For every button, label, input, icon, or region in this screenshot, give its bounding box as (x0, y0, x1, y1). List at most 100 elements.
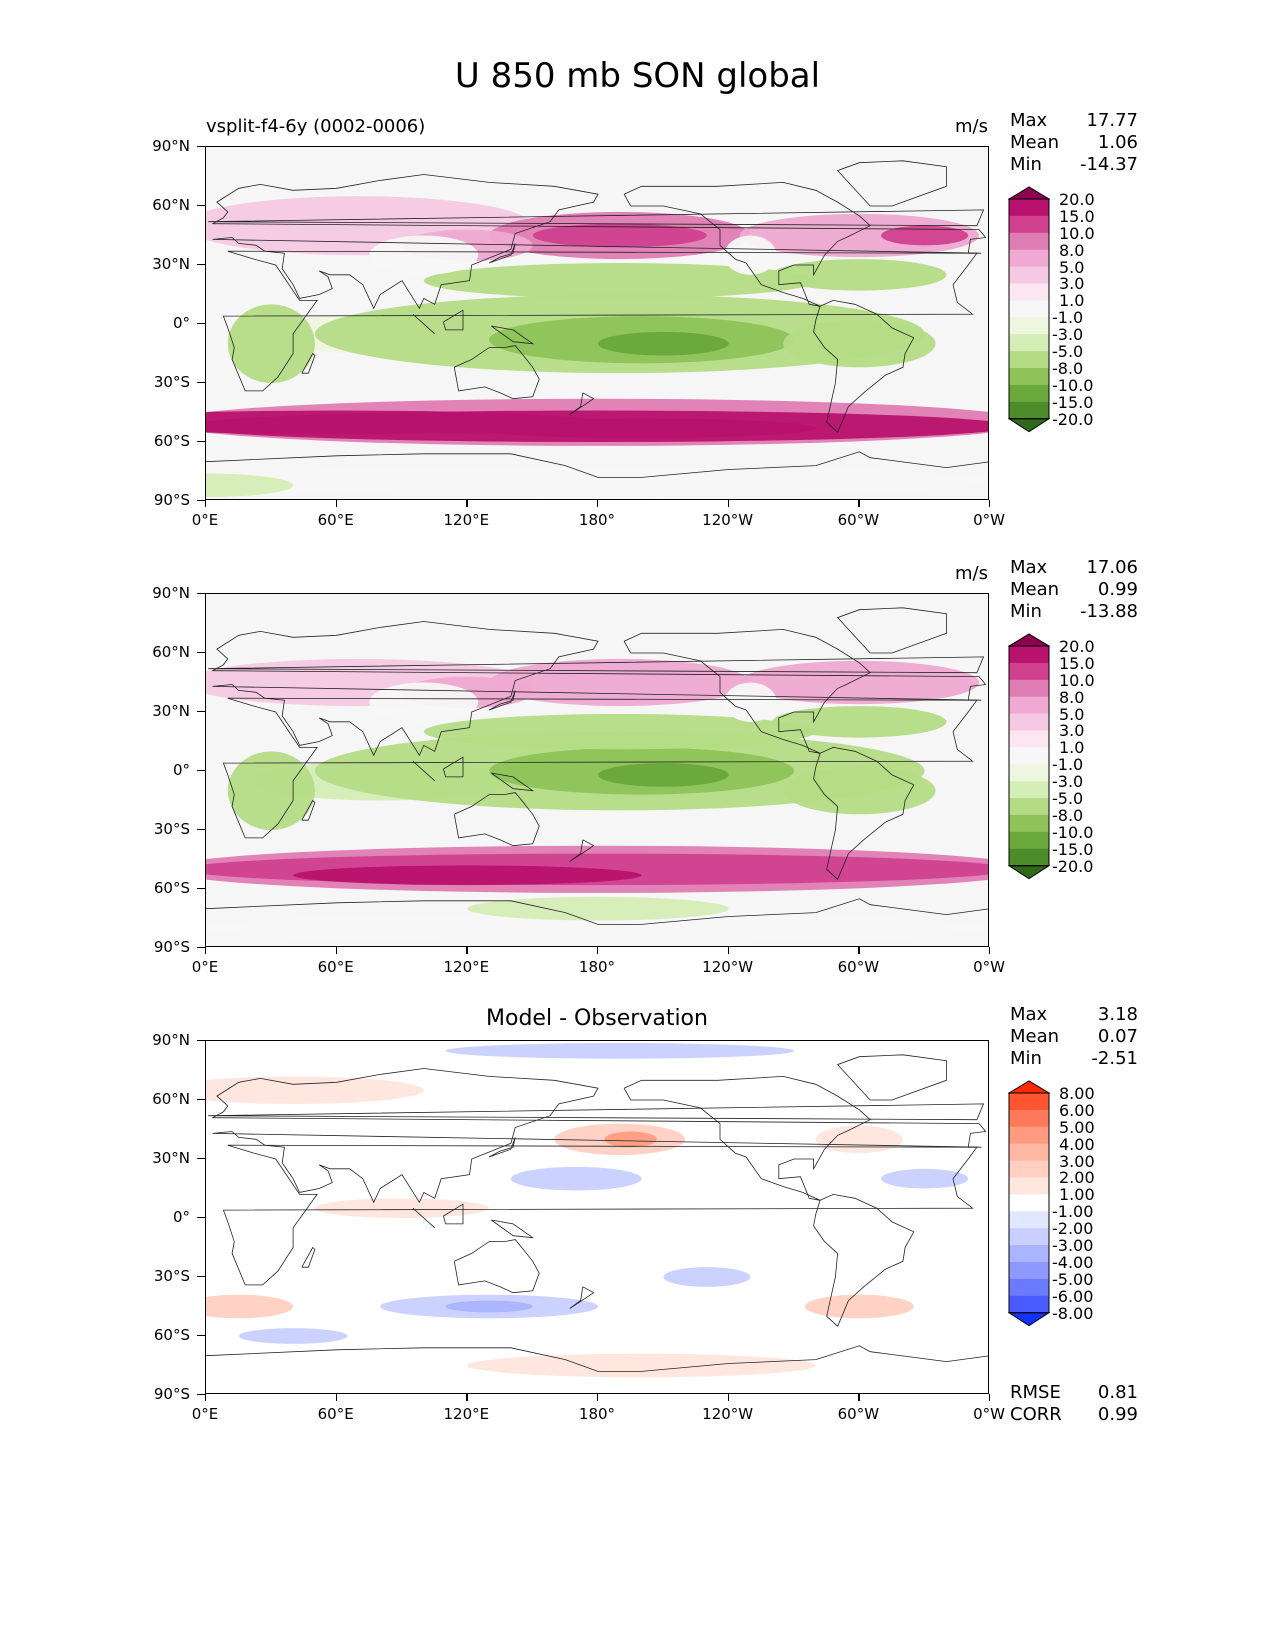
panel-3-lon-tick-1: 60°E (317, 1405, 354, 1423)
panel-3-lat-tick-0: 90°N (152, 1031, 190, 1049)
panel-1-lat-tickmark-6 (197, 500, 205, 502)
panel-3-map (205, 1040, 989, 1394)
panel-1-stats: Max 17.77 Mean 1.06 Min -14.37 (1010, 110, 1138, 176)
panel-3-lon-tickmark-2 (466, 1394, 468, 1401)
panel-3-lat-tickmark-2 (197, 1158, 205, 1160)
panel-1-lon-tick-3: 180° (578, 511, 616, 529)
panel-3-cbar-seg-10 (1009, 1245, 1049, 1263)
panel-1-lon-tick-6: 0°W (973, 511, 1005, 529)
panel-2-coast-6 (206, 898, 988, 925)
panel-3-cbar-seg-5 (1009, 1160, 1049, 1178)
panel-1-cbar-seg-13 (1009, 401, 1049, 420)
panel-2-lon-tickmark-4 (727, 947, 730, 954)
panel-1-coast-11 (488, 243, 516, 264)
panel-2-coast-2 (453, 792, 540, 847)
panel-1-stat-max-label: Max (1010, 110, 1048, 131)
panel-1-cbar-seg-12 (1009, 384, 1049, 403)
panel-3-contour-14 (445, 1042, 794, 1059)
panel-1-contour-17 (423, 263, 816, 299)
panel-3-stat-max-value: 3.18 (1097, 1004, 1138, 1025)
panel-3-contour-13 (467, 1353, 816, 1378)
panel-3-coast-4 (813, 1193, 915, 1327)
panel-3-cbar-label-8: -2.00 (1052, 1219, 1094, 1239)
panel-1-lon-tick-0: 0°E (191, 511, 219, 529)
panel-1-coast-3 (623, 181, 871, 307)
panel-2-cbar-seg-10 (1009, 798, 1049, 816)
figure-title: U 850 mb SON global (454, 56, 821, 96)
panel-2-lat-tickmark-2 (197, 711, 205, 713)
panel-1-contour-16 (772, 259, 947, 291)
panel-1-cbar-seg-9 (1009, 334, 1049, 352)
panel-1-stat-min-label: Min (1010, 154, 1042, 175)
panel-3-cbar-seg-1 (1009, 1093, 1049, 1111)
panel-1-cbar-seg-4 (1009, 249, 1049, 268)
panel-3-lat-tickmark-4 (197, 1276, 205, 1278)
panel-3-cbar-seg-13 (1009, 1295, 1049, 1314)
panel-1-cbar-seg-10 (1009, 351, 1049, 369)
panel-2-lon-tickmark-2 (466, 947, 468, 954)
panel-1-cbar-seg-8 (1009, 317, 1049, 335)
panel-2-coast-4 (813, 746, 915, 880)
panel-1-cbar-label-8: -3.0 (1052, 325, 1084, 345)
panel-2-cbar-seg-13 (1009, 848, 1049, 867)
panel-2-cbar-seg-8 (1009, 764, 1049, 782)
panel-3-lat-tickmark-0 (197, 1040, 205, 1042)
panel-1-lon-tickmark-1 (335, 500, 338, 507)
panel-2-contour-11 (227, 751, 315, 830)
panel-2-cbar-seg-2 (1009, 662, 1049, 681)
panel-2-colorbar-svg (1007, 633, 1051, 880)
panel-3-lat-tick-3: 0° (172, 1208, 190, 1226)
panel-3-extra-stats: RMSE 0.81 CORR 0.99 (1010, 1382, 1138, 1426)
panel-3-lon-tick-0: 0°E (191, 1405, 219, 1423)
panel-2-contour-18 (467, 896, 729, 921)
panel-1-lon-tick-1: 60°E (317, 511, 354, 529)
panel-3-stat-corr-value: 0.99 (1097, 1404, 1138, 1425)
panel-1-lon-tickmark-6 (989, 500, 991, 507)
panel-1-coast-13 (208, 209, 985, 227)
panel-1-lat-tickmark-2 (197, 264, 205, 266)
panel-2-cbar-seg-7 (1009, 747, 1049, 765)
panel-3-contour-10 (881, 1168, 969, 1189)
panel-2-lat-tick-4: 30°S (153, 820, 190, 838)
panel-1-stat-mean-label: Mean (1010, 132, 1060, 153)
panel-2-lon-tick-3: 180° (578, 958, 616, 976)
panel-2-cbar-seg-5 (1009, 713, 1049, 731)
panel-1-units: m/s (955, 116, 988, 137)
panel-2-lat-tick-6: 90°S (153, 938, 190, 956)
panel-1-stat-mean-value: 1.06 (1097, 132, 1138, 153)
panel-3-lat-tick-2: 30°N (152, 1149, 190, 1167)
panel-3-coast-8 (412, 1207, 435, 1229)
panel-1-stat-max: Max 17.77 (1010, 110, 1138, 132)
panel-1-cbar-label-10: -8.0 (1052, 358, 1084, 378)
panel-2-contour-17 (206, 912, 988, 945)
panel-3-lat-tickmark-6 (197, 1394, 205, 1396)
panel-2-lat-tick-2: 30°N (152, 702, 190, 720)
panel-3-lon-tickmark-6 (989, 1394, 991, 1401)
panel-3-contour-12 (206, 1076, 424, 1104)
panel-2-coast-7 (491, 772, 535, 792)
panel-3-cbar-seg-11 (1009, 1262, 1049, 1280)
panel-3-cbar-label-5: 2.00 (1059, 1168, 1095, 1188)
panel-3-lon-tickmark-5 (858, 1394, 860, 1401)
panel-2-stat-mean-value: 0.99 (1097, 579, 1138, 600)
panel-2-cbar-label-7: -1.0 (1052, 755, 1084, 775)
panel-3-lat-tick-4: 30°S (153, 1267, 190, 1285)
panel-2-coast-1 (212, 621, 987, 757)
panel-1-lat-tick-6: 90°S (153, 491, 190, 509)
panel-2-coast-12 (301, 799, 316, 821)
panel-2-lon-tick-2: 120°E (443, 958, 490, 976)
panel-3-coast-6 (206, 1345, 988, 1372)
panel-1-cbar-label-0: 20.0 (1059, 189, 1095, 209)
panel-2-lon-tickmark-3 (597, 947, 599, 954)
panel-2-contour-13 (772, 706, 947, 738)
panel-2-cbar-label-2: 10.0 (1059, 670, 1095, 690)
panel-3-coastlines (206, 1054, 988, 1372)
panel-2-lat-tickmark-6 (197, 947, 205, 949)
panel-3-lat-tick-1: 60°N (152, 1090, 190, 1108)
panel-1-cbar-label-13: -20.0 (1052, 409, 1094, 429)
panel-2-lat-tick-1: 60°N (152, 643, 190, 661)
panel-3-coast-5 (836, 1054, 947, 1101)
panel-3-cbar-label-6: 1.00 (1059, 1185, 1095, 1205)
panel-2-cbar-label-13: -20.0 (1052, 856, 1094, 876)
panel-2-contours (206, 658, 988, 945)
